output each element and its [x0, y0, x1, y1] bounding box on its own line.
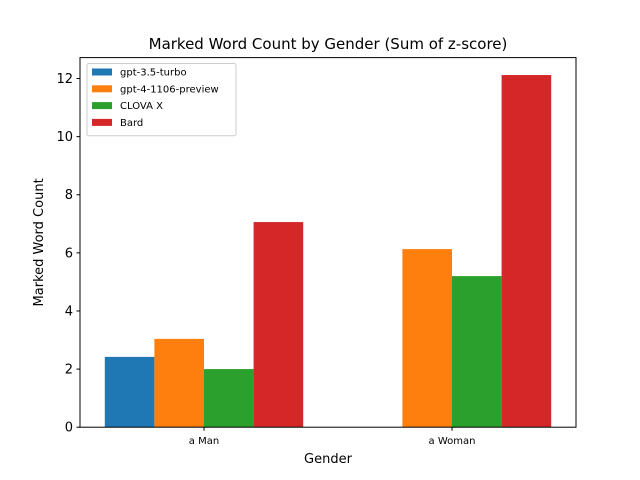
- legend-label: Bard: [120, 118, 143, 129]
- bar-clova-x-1: [452, 276, 502, 428]
- legend-swatch: [92, 68, 112, 76]
- legend-swatch: [92, 118, 112, 126]
- y-tick-label: 10: [56, 130, 73, 145]
- legend-swatch: [92, 85, 112, 93]
- x-tick-label: a Woman: [429, 436, 476, 447]
- x-axis: a Man a Woman: [189, 427, 476, 447]
- bar-gpt-4-1106-preview-1: [402, 249, 452, 428]
- legend: gpt-3.5-turbo gpt-4-1106-preview CLOVA X Ba…: [86, 63, 237, 137]
- y-tick-label: 8: [65, 188, 73, 203]
- legend-label: gpt-3.5-turbo: [120, 68, 187, 79]
- y-axis-label: Marked Word Count: [32, 178, 47, 306]
- legend-swatch: [92, 102, 112, 110]
- y-tick-label: 0: [65, 421, 73, 436]
- y-tick-label: 2: [65, 363, 73, 378]
- legend-label: CLOVA X: [120, 101, 163, 112]
- y-tick-label: 4: [65, 304, 73, 319]
- legend-box: [86, 63, 237, 137]
- bar-gpt-4-1106-preview-0: [154, 338, 204, 428]
- y-axis: 0 2 4 6 8 10 12: [56, 72, 80, 436]
- bar-gpt-3-5-turbo-0: [104, 356, 155, 428]
- y-tick-label: 6: [65, 246, 73, 261]
- x-tick-label: a Man: [189, 436, 219, 447]
- bar-clova-x-0: [204, 369, 254, 428]
- chart-title: Marked Word Count by Gender (Sum of z-sc…: [149, 35, 508, 53]
- legend-label: gpt-4-1106-preview: [120, 84, 219, 95]
- bar-bard-0: [253, 222, 304, 428]
- x-axis-label: Gender: [304, 452, 353, 467]
- bars-group: [104, 75, 552, 428]
- plot-frame: [79, 57, 577, 428]
- bar-bard-1: [501, 75, 552, 428]
- y-tick-label: 12: [56, 72, 73, 87]
